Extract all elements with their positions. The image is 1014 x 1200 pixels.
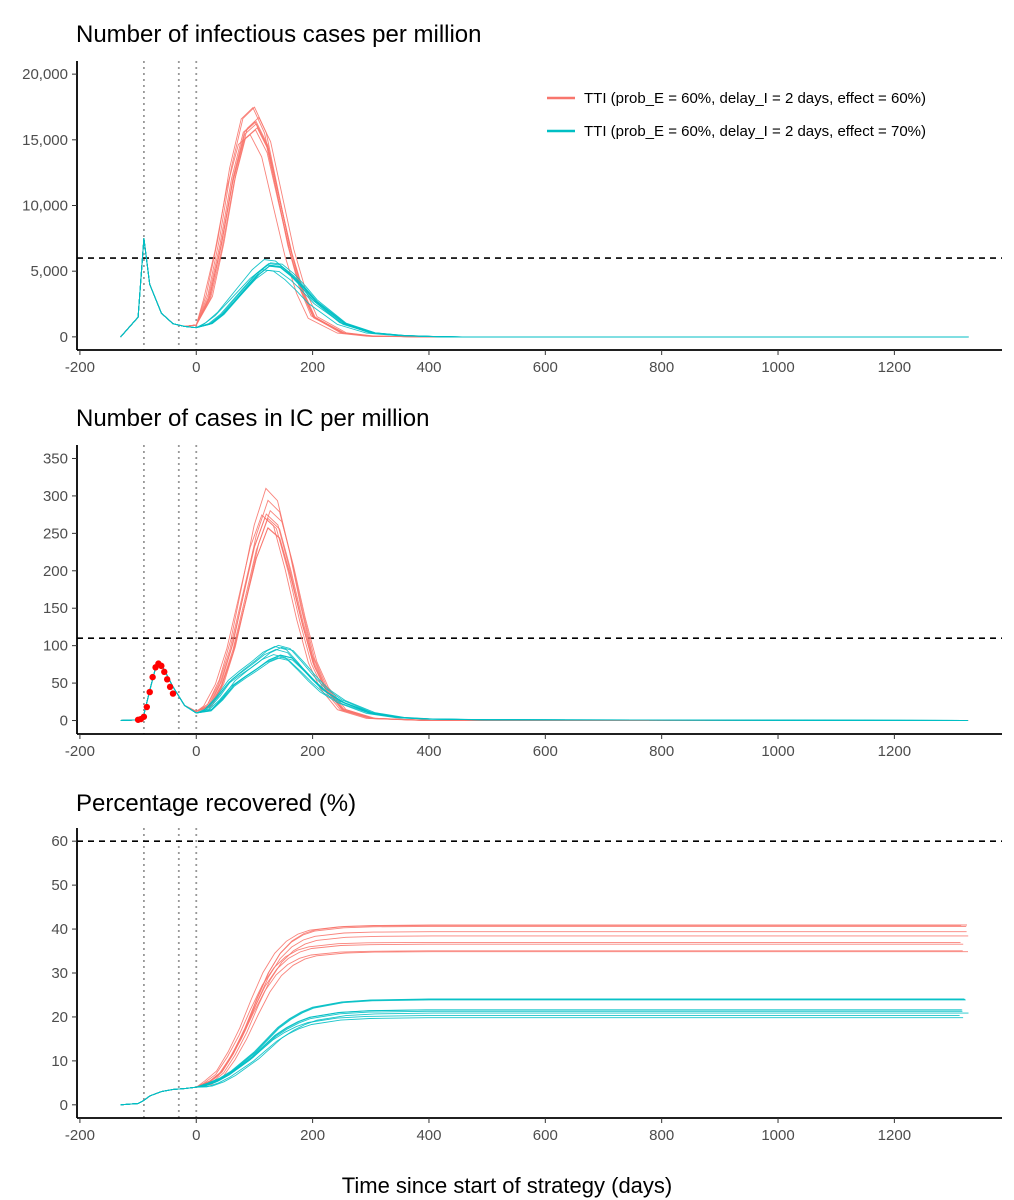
- series-0-run-6: [120, 513, 965, 721]
- x-tick-label: 1200: [878, 1127, 911, 1144]
- series-1-run-5: [120, 238, 969, 338]
- series-0-run-2: [120, 514, 960, 721]
- series-0-run-4: [120, 487, 964, 721]
- observed-point-4: [146, 688, 153, 696]
- series-1-run-8: [120, 1017, 964, 1106]
- series-0-run-1: [120, 120, 966, 338]
- panel-title-infectious: Number of infectious cases per million: [76, 21, 482, 48]
- y-tick-label: 0: [60, 329, 68, 346]
- x-tick-label: 600: [533, 1127, 558, 1144]
- x-tick-label: 600: [533, 743, 558, 760]
- series-0-run-1: [120, 517, 967, 721]
- legend-label-effect-70: TTI (prob_E = 60%, delay_I = 2 days, eff…: [584, 123, 926, 140]
- x-tick-label: 200: [300, 359, 325, 376]
- series-0-run-5: [120, 121, 965, 338]
- y-tick-label: 60: [51, 833, 68, 850]
- series-1-run-7: [120, 646, 969, 721]
- x-tick-label: -200: [65, 743, 95, 760]
- x-tick-label: 0: [192, 1127, 200, 1144]
- legend: TTI (prob_E = 60%, delay_I = 2 days, eff…: [547, 90, 926, 140]
- panel-recovered: Percentage recovered (%) -200 0 200 400 600 8…: [51, 790, 1002, 1144]
- x-tick-label: -200: [65, 359, 95, 376]
- y-tick-label: 5,000: [30, 263, 68, 280]
- y-tick-label: 50: [51, 877, 68, 894]
- series-1-run-8: [120, 646, 962, 721]
- series-0-run-3: [120, 127, 967, 338]
- observed-point-10: [163, 676, 171, 683]
- y-tick-label: 20,000: [22, 66, 68, 83]
- x-tick-label: 800: [649, 743, 674, 760]
- y-tick-label: 300: [43, 488, 68, 505]
- y-tick-label: 0: [60, 1097, 68, 1114]
- x-tick-label: 400: [416, 359, 441, 376]
- legend-label-effect-60: TTI (prob_E = 60%, delay_I = 2 days, eff…: [584, 90, 926, 107]
- observed-point-8: [158, 662, 165, 670]
- series-1-run-4: [120, 998, 965, 1106]
- x-tick-label: 1000: [761, 359, 794, 376]
- y-tick-label: 0: [60, 713, 68, 730]
- series-0-run-7: [120, 129, 966, 338]
- x-tick-label: 600: [533, 359, 558, 376]
- x-axis-title: Time since start of strategy (days): [342, 1173, 673, 1198]
- panel-title-ic: Number of cases in IC per million: [76, 405, 429, 432]
- y-tick-label: 20: [51, 1009, 68, 1026]
- x-tick-label: 1200: [878, 359, 911, 376]
- observed-point-3: [143, 703, 151, 711]
- series-1-run-2: [120, 644, 965, 721]
- y-tick-label: 200: [43, 563, 68, 580]
- y-tick-label: 250: [43, 525, 68, 542]
- x-tick-label: 200: [300, 1127, 325, 1144]
- panel-infectious-cases: Number of infectious cases per million -…: [22, 21, 1002, 376]
- series-0-run-8: [120, 106, 965, 338]
- observed-point-5: [149, 673, 156, 681]
- y-tick-label: 40: [51, 921, 68, 938]
- plot-area-infectious: -200 0 200 400 600 800 1000 1200 0 5,000 10,000 15,…: [22, 61, 1002, 376]
- y-tick-label: 10: [51, 1053, 68, 1070]
- series-0-run-7: [120, 499, 967, 721]
- series-0-run-2: [120, 106, 963, 338]
- x-tick-label: 1000: [761, 1127, 794, 1144]
- x-tick-label: 400: [416, 1127, 441, 1144]
- panel-ic-cases: Number of cases in IC per million -200 0 2…: [43, 405, 1002, 760]
- y-tick-label: 50: [51, 675, 68, 692]
- series-1-run-5: [120, 998, 966, 1106]
- series-0-run-3: [120, 509, 969, 721]
- series-0-run-5: [120, 924, 962, 1106]
- series-0-run-0: [120, 116, 969, 338]
- x-tick-label: -200: [65, 1127, 95, 1144]
- x-tick-label: 200: [300, 743, 325, 760]
- observed-point-2: [140, 713, 148, 720]
- series-1-run-8: [120, 238, 969, 338]
- plot-area-recovered: -200 0 200 400 600 800 1000 1200 0 10 20 30 40 50 60: [51, 828, 1002, 1144]
- x-tick-label: 1200: [878, 743, 911, 760]
- x-tick-label: 400: [416, 743, 441, 760]
- observed-point-12: [169, 690, 177, 697]
- series-0-run-8: [120, 951, 968, 1106]
- x-tick-label: 800: [649, 1127, 674, 1144]
- series-0-run-5: [120, 517, 963, 721]
- y-tick-label: 15,000: [22, 132, 68, 149]
- x-tick-label: 0: [192, 743, 200, 760]
- series-1-run-1: [120, 649, 963, 721]
- series-0-run-6: [120, 950, 963, 1106]
- y-tick-label: 30: [51, 965, 68, 982]
- y-tick-label: 350: [43, 450, 68, 467]
- x-tick-label: 800: [649, 359, 674, 376]
- observed-point-9: [161, 668, 168, 676]
- y-tick-label: 10,000: [22, 198, 68, 215]
- x-tick-label: 1000: [761, 743, 794, 760]
- plot-area-ic: -200 0 200 400 600 800 1000 1200 0 50 100 150 200 250…: [43, 445, 1002, 760]
- y-tick-label: 150: [43, 600, 68, 617]
- y-tick-label: 100: [43, 638, 68, 655]
- series-0-run-6: [120, 123, 967, 338]
- series-1-run-4: [120, 654, 961, 721]
- panel-title-recovered: Percentage recovered (%): [76, 790, 356, 817]
- series-0-run-4: [120, 133, 960, 338]
- x-tick-label: 0: [192, 359, 200, 376]
- observed-point-11: [166, 683, 174, 691]
- series-0-run-2: [120, 931, 967, 1106]
